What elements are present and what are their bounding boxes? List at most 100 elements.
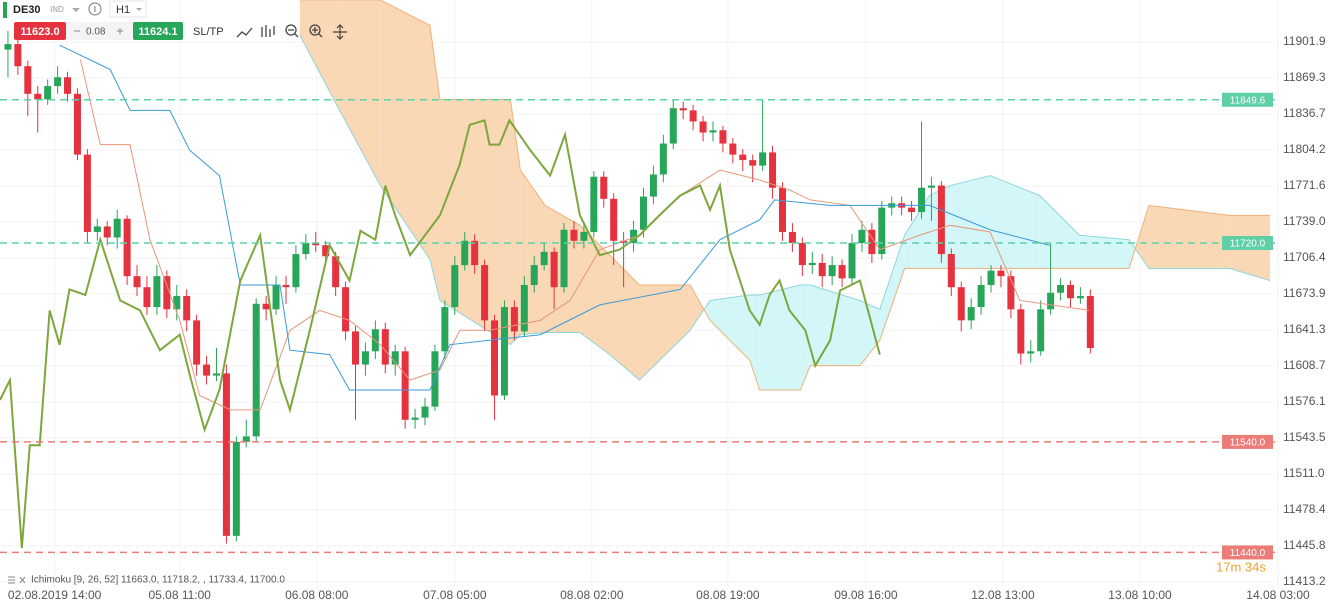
spread: 0.08 xyxy=(86,27,106,38)
indicator-line xyxy=(79,59,1090,411)
price-level-label: 11720.0 xyxy=(1230,239,1266,250)
indicator-remove-icon[interactable] xyxy=(19,576,26,584)
candle-body xyxy=(272,284,280,310)
candle-body xyxy=(332,256,340,288)
candle-body xyxy=(14,44,22,67)
price-level-label: 11440.0 xyxy=(1230,548,1266,559)
sell-price[interactable]: 11623.0 xyxy=(20,26,59,38)
candle-body xyxy=(391,351,399,365)
candle-body xyxy=(729,143,737,155)
candle-body xyxy=(411,417,419,420)
cloud-fill xyxy=(579,225,610,355)
buy-button[interactable] xyxy=(133,22,183,40)
zoom-in-icon[interactable] xyxy=(309,24,321,36)
candle-body xyxy=(659,143,667,175)
candle-body xyxy=(957,287,965,321)
y-tick-label: 11869.3 xyxy=(1283,70,1326,84)
cloud-fill xyxy=(904,195,930,269)
x-tick-label: 02.08.2019 14:00 xyxy=(8,588,102,602)
candle-body xyxy=(1007,276,1015,310)
plot-area xyxy=(0,0,1271,549)
candle-body xyxy=(937,185,945,255)
buy-price[interactable]: 11624.1 xyxy=(138,26,177,38)
candle-body xyxy=(1057,284,1065,293)
candle-body xyxy=(788,231,796,244)
candle-body xyxy=(570,229,578,241)
cloud-fill xyxy=(639,284,691,381)
candle-body xyxy=(908,207,916,213)
candle-body xyxy=(798,243,806,266)
candle-body xyxy=(620,240,628,244)
candle-body xyxy=(778,187,786,232)
x-tick-label: 08.08 02:00 xyxy=(560,588,624,602)
candle-body xyxy=(977,284,985,308)
info-icon[interactable] xyxy=(88,2,102,16)
candle-body xyxy=(421,406,429,418)
sltp-button[interactable]: SL/TP xyxy=(193,26,224,38)
candle-body xyxy=(133,276,141,288)
candle-body xyxy=(44,86,52,100)
candle-body xyxy=(4,44,12,50)
candle-body xyxy=(173,296,181,310)
candle-body xyxy=(530,265,538,285)
candle-body xyxy=(302,243,310,255)
candle-body xyxy=(927,185,935,188)
candle-body xyxy=(193,320,201,365)
x-tick-label: 05.08 11:00 xyxy=(148,588,211,602)
candle-body xyxy=(461,240,469,266)
cloud-fill xyxy=(299,0,340,111)
y-tick-label: 11901.9 xyxy=(1283,34,1326,48)
y-tick-label: 11836.7 xyxy=(1283,106,1326,120)
candle-body xyxy=(292,254,300,288)
candle-body xyxy=(451,265,459,308)
sell-button[interactable] xyxy=(14,22,66,40)
candle-body xyxy=(739,154,747,161)
candle-body xyxy=(34,93,42,100)
symbol[interactable]: DE30 xyxy=(13,4,41,16)
candle-body xyxy=(123,218,131,277)
candle-body xyxy=(540,251,548,266)
candle-body xyxy=(749,160,757,166)
y-tick-label: 11706.4 xyxy=(1283,250,1326,264)
timeframe[interactable]: H1 xyxy=(116,4,130,16)
candle-body xyxy=(143,287,151,308)
cloud-fill xyxy=(759,284,801,390)
pan-icon[interactable] xyxy=(333,24,347,40)
candle-body xyxy=(987,270,995,285)
x-tick-label: 13.08 10:00 xyxy=(1108,588,1172,602)
line-tool-icon[interactable] xyxy=(236,27,253,38)
candle-body xyxy=(1086,296,1094,348)
candle-body xyxy=(322,245,330,257)
candle-body xyxy=(828,265,836,277)
candle-body xyxy=(252,303,260,437)
price-level-tag xyxy=(1222,236,1273,251)
candle-body xyxy=(481,265,489,321)
candle-body xyxy=(361,351,369,365)
candle-body xyxy=(381,329,389,365)
candle-body xyxy=(639,196,647,230)
candle-tool-icon[interactable] xyxy=(261,25,275,37)
candle-body xyxy=(868,229,876,255)
candle-body xyxy=(610,198,618,241)
candle-body xyxy=(232,441,240,536)
x-tick-label: 12.08 13:00 xyxy=(971,588,1035,602)
candle-body xyxy=(500,307,508,396)
candle-body xyxy=(312,243,320,246)
candle-body xyxy=(282,284,290,288)
y-tick-label: 11576.1 xyxy=(1283,394,1326,408)
timeframe-box[interactable] xyxy=(109,0,147,18)
candle-body xyxy=(590,176,598,232)
zoom-out-icon[interactable] xyxy=(285,24,297,36)
price-level-tag xyxy=(1222,545,1273,560)
symbol-marker xyxy=(3,2,7,18)
cloud-fill xyxy=(690,284,704,331)
price-level-label: 11849.6 xyxy=(1230,95,1266,106)
candle-body xyxy=(699,121,707,133)
indicator-menu-icon[interactable] xyxy=(8,576,15,584)
symbol-dropdown[interactable] xyxy=(72,8,80,12)
candle-body xyxy=(838,265,846,279)
candle-body xyxy=(510,307,518,332)
candle-body xyxy=(520,284,528,332)
candle-body xyxy=(1037,309,1045,352)
